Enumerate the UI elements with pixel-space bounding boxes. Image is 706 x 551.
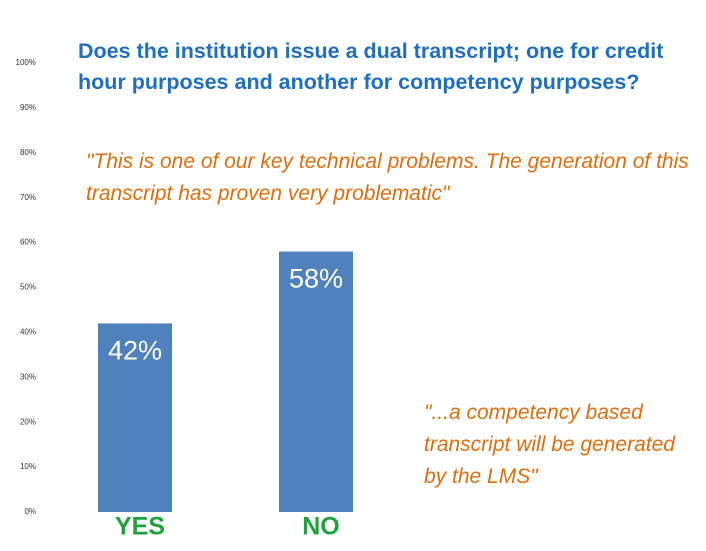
x-tick-label: YES — [115, 513, 165, 541]
data-label: 58% — [289, 264, 343, 294]
y-tick-label: 70% — [20, 193, 36, 202]
annotation: "This is one of our key technical proble… — [86, 150, 689, 205]
y-tick-label: 60% — [20, 238, 36, 247]
y-tick-label: 100% — [16, 58, 36, 67]
y-tick-label: 30% — [20, 372, 36, 381]
bar — [279, 251, 353, 512]
y-tick-label: 40% — [20, 328, 36, 337]
y-tick-label: 80% — [20, 148, 36, 157]
y-tick-label: 10% — [20, 462, 36, 471]
y-tick-label: 20% — [20, 417, 36, 426]
annotation: "...a competency based transcript will b… — [424, 401, 675, 488]
y-tick-label: 50% — [20, 283, 36, 292]
y-tick-label: 0% — [24, 507, 36, 516]
x-tick-label: NO — [302, 513, 340, 541]
chart-title: Does the institution issue a dual transc… — [78, 39, 664, 94]
data-label: 42% — [108, 336, 162, 366]
bar — [98, 323, 172, 512]
y-tick-label: 90% — [20, 103, 36, 112]
